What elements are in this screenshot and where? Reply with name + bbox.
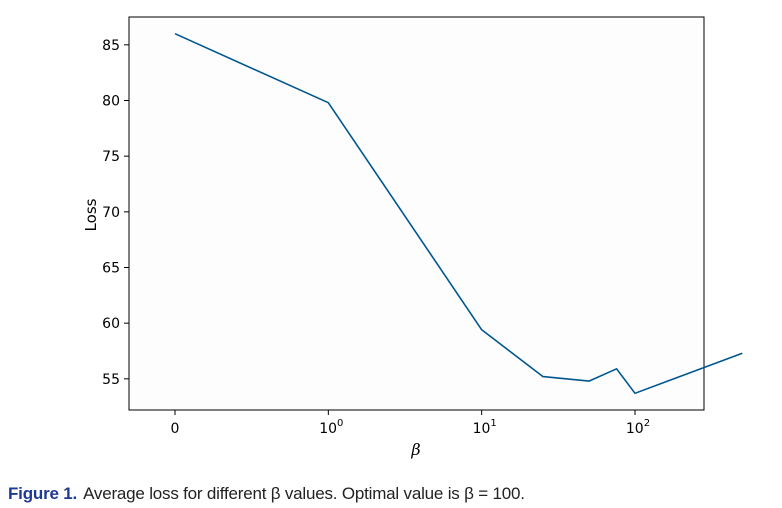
x-tick-label: 100 <box>319 418 343 437</box>
caption-text: Average loss for different β values. Opt… <box>83 484 525 503</box>
figure-caption: Figure 1. Average loss for different β va… <box>8 484 525 504</box>
y-tick-label: 85 <box>102 38 120 54</box>
y-tick-label: 60 <box>102 316 120 332</box>
loss-chart: 55 60 65 70 75 80 85 0 100 101 102 Loss β <box>82 16 743 459</box>
y-axis-label: Loss <box>82 198 100 231</box>
y-tick-label: 55 <box>102 372 120 388</box>
loss-series-line <box>174 32 743 395</box>
x-tick-label: 102 <box>626 418 650 437</box>
y-tick-label: 80 <box>102 93 120 109</box>
y-tick-label: 70 <box>102 205 120 221</box>
caption-label: Figure 1. <box>8 484 78 503</box>
y-tick-label: 75 <box>102 149 120 165</box>
x-tick-label: 101 <box>473 418 497 437</box>
series-group <box>174 32 743 395</box>
y-tick-label: 65 <box>102 260 120 276</box>
x-tick-label: 0 <box>171 421 180 437</box>
y-axis: 55 60 65 70 75 80 85 <box>102 38 129 388</box>
x-axis-label: β <box>410 440 420 459</box>
plot-area <box>128 16 705 411</box>
x-axis: 0 100 101 102 <box>171 410 650 437</box>
